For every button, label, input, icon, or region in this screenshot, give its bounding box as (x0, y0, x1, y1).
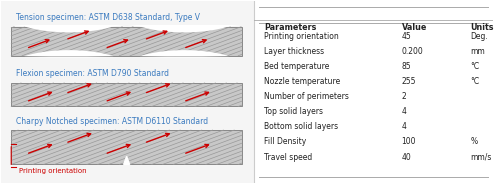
Text: 4: 4 (402, 107, 406, 116)
Polygon shape (126, 25, 242, 32)
Bar (11, 27, 242, 56)
Text: Fill Density: Fill Density (264, 137, 306, 146)
Polygon shape (11, 50, 126, 58)
Text: Units: Units (470, 23, 494, 32)
Polygon shape (124, 156, 130, 164)
Text: Tension specimen: ASTM D638 Standard, Type V: Tension specimen: ASTM D638 Standard, Ty… (16, 13, 200, 22)
Polygon shape (126, 50, 242, 58)
Text: %: % (470, 137, 478, 146)
Text: Nozzle temperature: Nozzle temperature (264, 77, 340, 86)
Polygon shape (11, 25, 126, 32)
Text: Flexion specimen: ASTM D790 Standard: Flexion specimen: ASTM D790 Standard (16, 69, 169, 78)
Text: Bottom solid layers: Bottom solid layers (264, 122, 338, 131)
Text: mm: mm (470, 47, 485, 56)
Text: Number of perimeters: Number of perimeters (264, 92, 349, 101)
FancyBboxPatch shape (2, 1, 254, 183)
Text: 85: 85 (402, 62, 411, 71)
Text: 4: 4 (402, 122, 406, 131)
Text: Travel speed: Travel speed (264, 153, 312, 162)
Bar (11, 130, 242, 164)
Text: Layer thickness: Layer thickness (264, 47, 324, 56)
Text: 45: 45 (402, 32, 411, 41)
Text: 255: 255 (402, 77, 416, 86)
Bar (11, 83, 242, 107)
Text: Printing orientation: Printing orientation (264, 32, 339, 41)
Text: Deg.: Deg. (470, 32, 488, 41)
Text: Parameters: Parameters (264, 23, 316, 32)
Text: °C: °C (470, 62, 480, 71)
Text: 100: 100 (402, 137, 416, 146)
Text: Bed temperature: Bed temperature (264, 62, 330, 71)
Text: Value: Value (402, 23, 427, 32)
Text: Charpy Notched specimen: ASTM D6110 Standard: Charpy Notched specimen: ASTM D6110 Stan… (16, 116, 208, 125)
Text: °C: °C (470, 77, 480, 86)
Text: 2: 2 (402, 92, 406, 101)
Text: 40: 40 (402, 153, 411, 162)
Text: Top solid layers: Top solid layers (264, 107, 323, 116)
Text: 0.200: 0.200 (402, 47, 423, 56)
Text: mm/s: mm/s (470, 153, 492, 162)
Text: Printing orientation: Printing orientation (18, 168, 86, 174)
